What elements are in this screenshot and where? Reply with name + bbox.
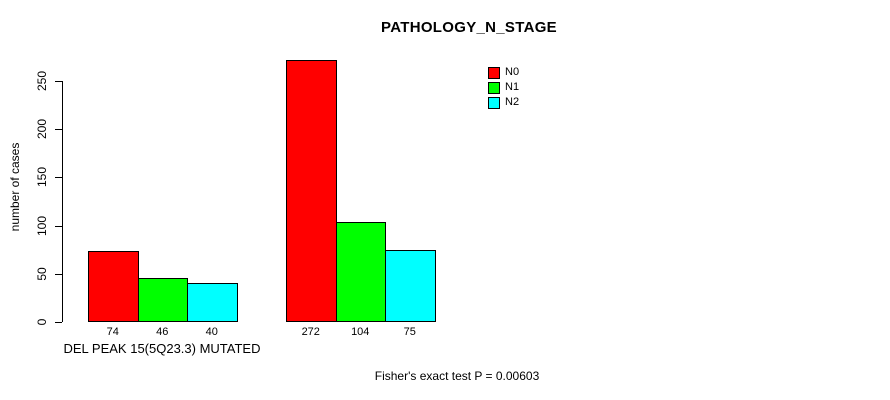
chart-title: PATHOLOGY_N_STAGE [381,19,557,36]
y-axis-line [62,81,63,322]
y-tick-label: 50 [35,267,49,281]
legend-swatch-N0 [488,66,500,79]
y-tick-label: 200 [35,119,49,140]
bar-N0-group2 [286,59,337,322]
bar-N1-group1 [137,277,188,322]
legend-swatch-N1 [488,81,500,94]
bar-value-label: 74 [106,326,119,338]
y-tick-label: 250 [35,70,49,92]
y-tick-mark [55,322,62,323]
y-tick-mark [55,225,62,227]
bar-value-label: 46 [156,326,169,338]
legend-row: N0 [488,65,519,80]
legend-label: N1 [505,81,520,93]
x-axis-category-label: DEL PEAK 15(5Q23.3) MUTATED [63,341,261,356]
legend-row: N1 [488,80,519,95]
bar-N2-group1 [187,283,238,322]
y-tick-mark [55,129,62,131]
legend-label: N2 [505,96,520,108]
bar-value-label: 272 [301,326,320,338]
bar-value-label: 40 [205,326,218,338]
bar-N1-group2 [335,221,386,322]
legend-swatch-N2 [488,96,500,109]
y-tick-label: 0 [35,318,49,326]
fishers-test-caption: Fisher's exact test P = 0.00603 [374,369,540,383]
y-tick-label: 100 [35,215,49,236]
y-tick-mark [55,177,62,179]
legend-label: N0 [505,66,520,78]
bar-N0-group1 [88,250,139,322]
legend-row: N2 [488,95,519,110]
bar-N2-group2 [385,249,436,322]
y-tick-mark [55,273,62,275]
bar-value-label: 104 [351,326,370,338]
legend: N0 N1 N2 [488,65,519,110]
y-tick-mark [55,81,62,82]
bar-value-label: 75 [403,326,416,338]
y-axis-label: number of cases [8,142,22,232]
y-tick-label: 150 [35,167,49,188]
